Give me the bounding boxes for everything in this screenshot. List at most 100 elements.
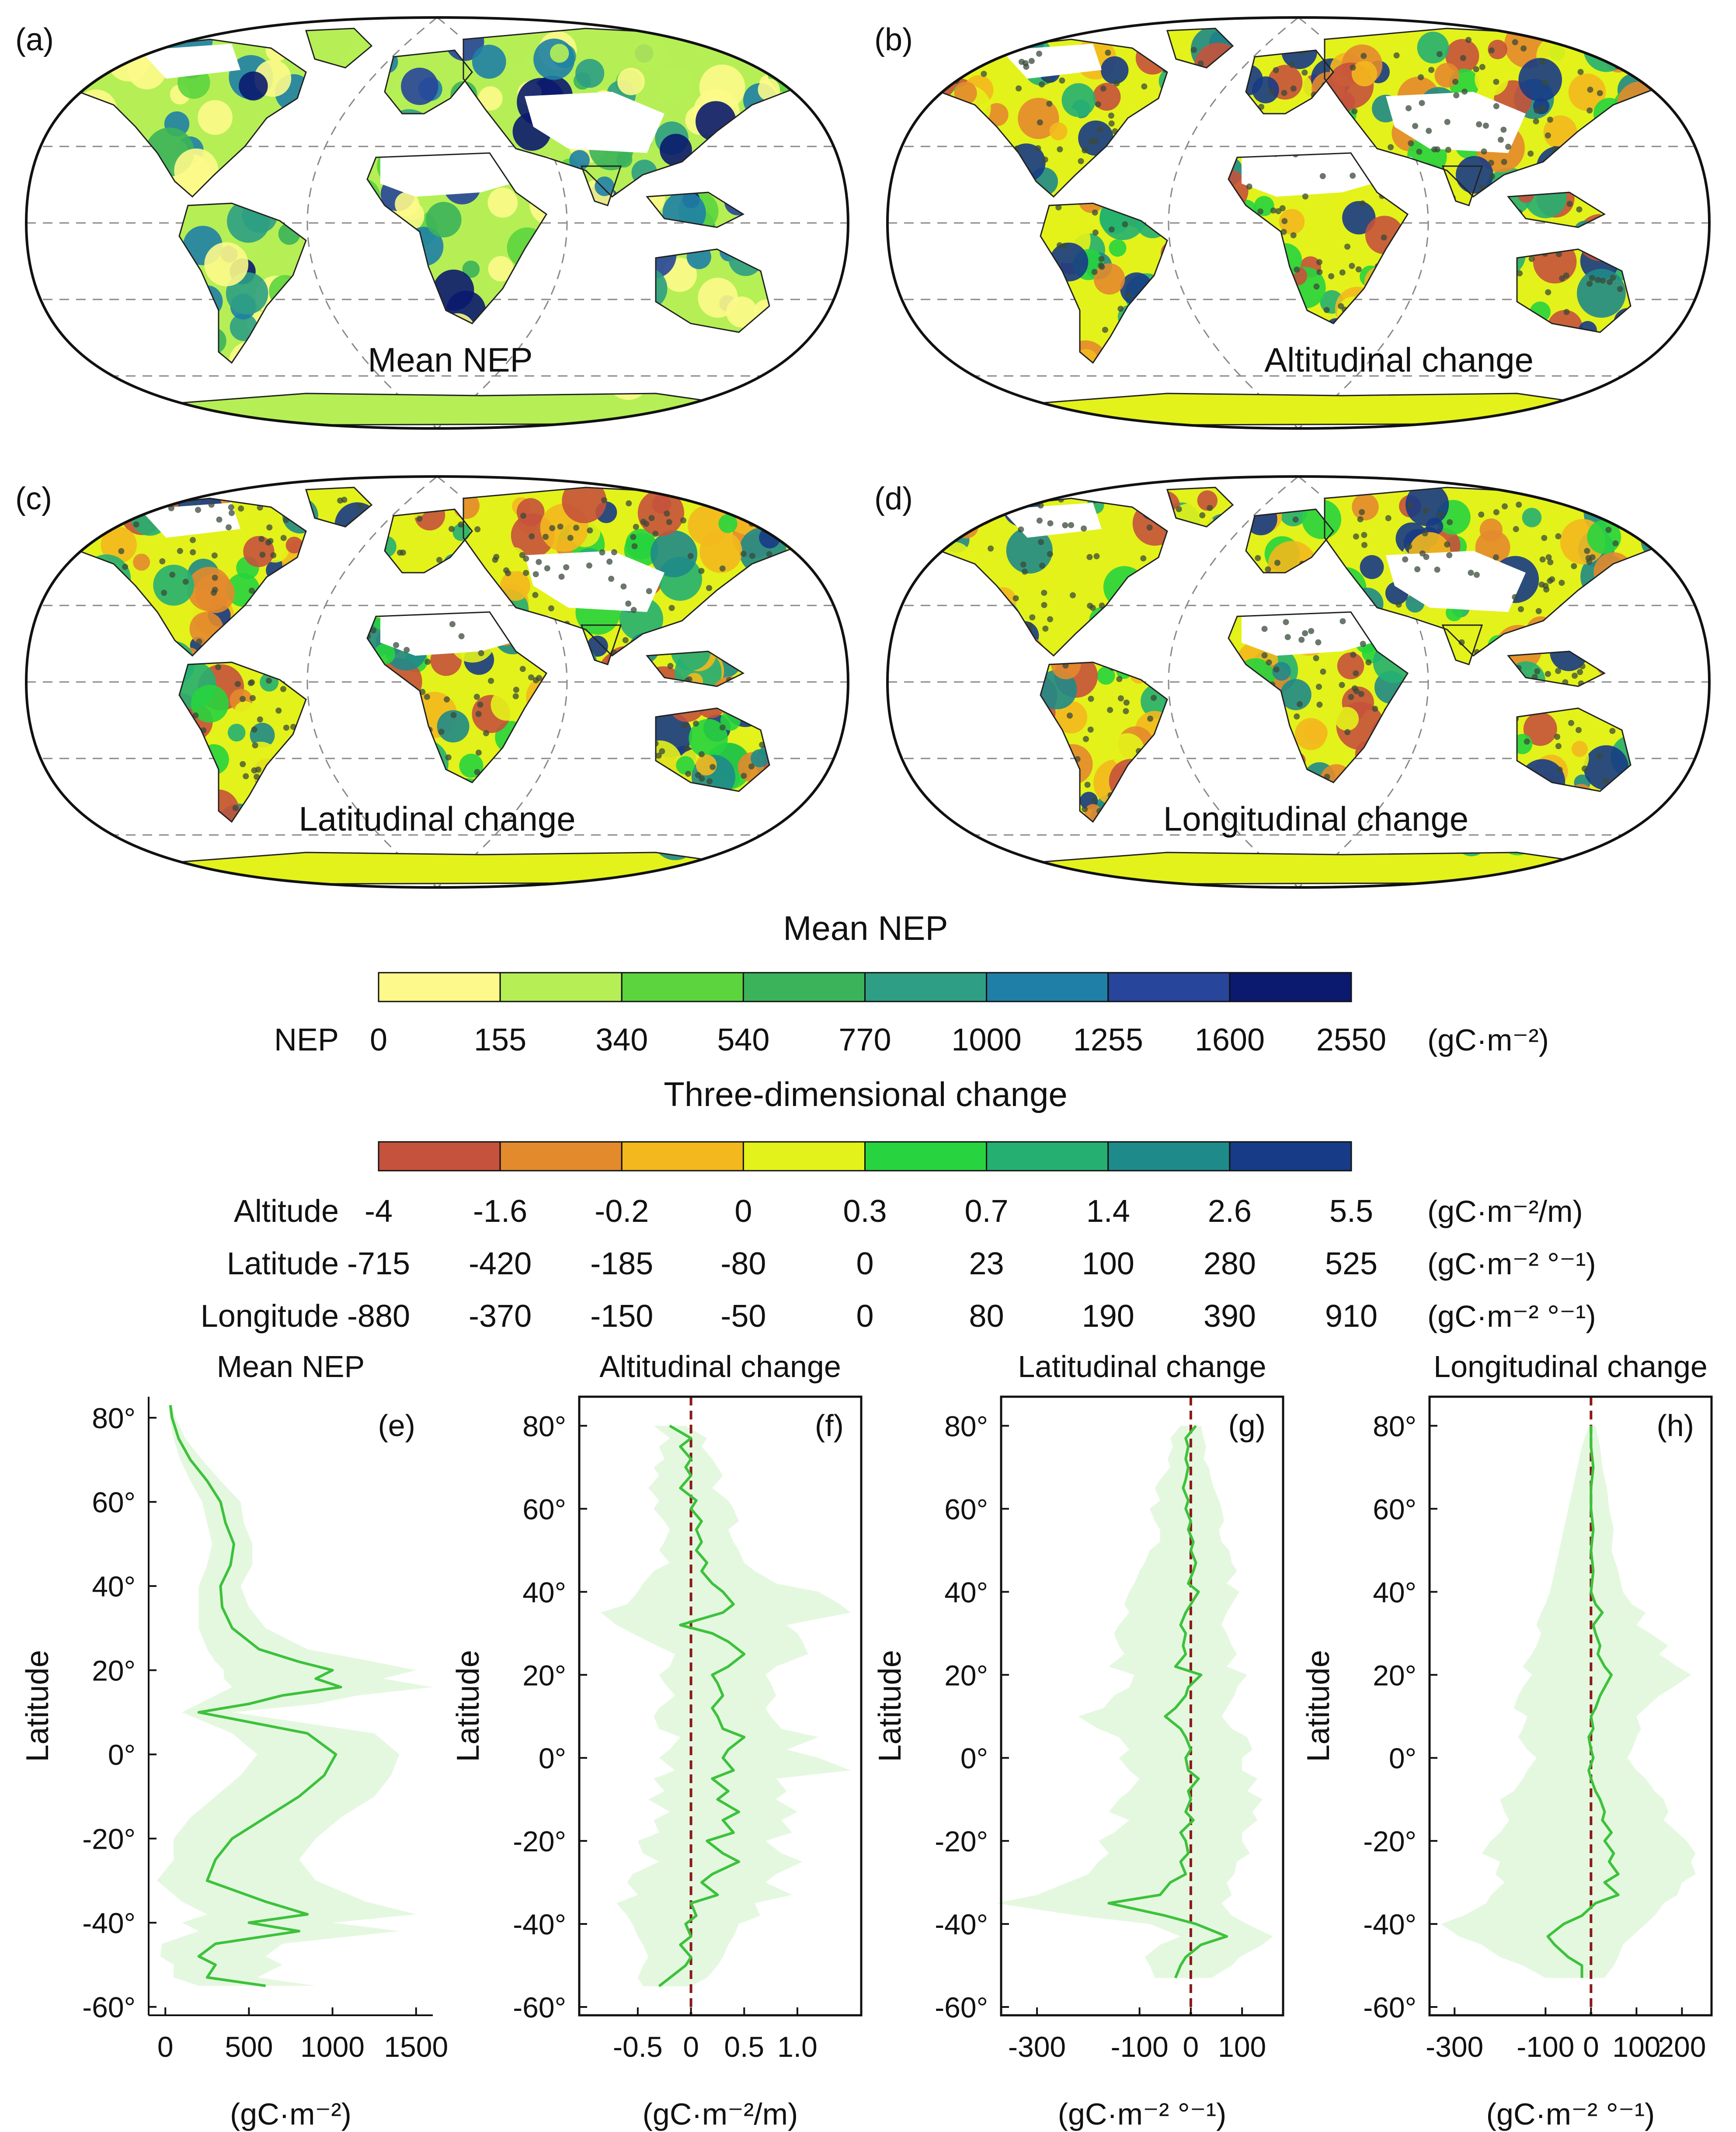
x-axis-label: (gC·m⁻² °⁻¹) — [1486, 2097, 1655, 2131]
significance-dot — [90, 525, 96, 531]
y-tick-label: 60° — [522, 1493, 566, 1525]
significance-dot — [1176, 506, 1182, 512]
x-tick-label: 100 — [1218, 2031, 1266, 2063]
map-pixel — [676, 756, 695, 775]
map-pixel — [1456, 156, 1493, 194]
coastline-europe — [1245, 49, 1334, 115]
map-pixel — [1588, 28, 1615, 56]
significance-dot — [1349, 263, 1355, 269]
significance-dot — [267, 538, 274, 544]
map-pixel — [1583, 28, 1629, 72]
coastline-south-america — [1040, 661, 1168, 823]
y-tick-label: 40° — [944, 1576, 988, 1608]
significance-dot — [1068, 522, 1075, 529]
coastline-south-america — [178, 661, 307, 823]
significance-dot — [1407, 502, 1413, 508]
y-tick-label: 80° — [1373, 1410, 1416, 1442]
significance-dot — [1579, 663, 1586, 670]
significance-dot — [1447, 519, 1453, 525]
map-pixel — [285, 536, 303, 554]
significance-dot — [234, 681, 241, 687]
map-pixel — [1522, 508, 1542, 528]
significance-dot — [626, 500, 632, 507]
significance-dot — [1458, 639, 1465, 646]
coastline-greenland — [1166, 28, 1234, 69]
legend-row-unit: (gC·m⁻² °⁻¹) — [1427, 1247, 1596, 1281]
significance-dot — [620, 583, 627, 590]
significance-dot — [1255, 555, 1261, 561]
map-pixel — [1568, 73, 1606, 111]
legend-tick-label: 525 — [1325, 1246, 1378, 1281]
legend-row-label: Latitude — [227, 1246, 339, 1281]
significance-dot — [1023, 63, 1030, 70]
significance-dot — [280, 686, 286, 692]
significance-dot — [1284, 634, 1291, 640]
significance-dot — [655, 752, 662, 759]
significance-dot — [513, 686, 519, 693]
significance-dot — [1350, 64, 1356, 71]
no-data-sahara — [380, 612, 511, 656]
significance-dot — [1320, 668, 1326, 675]
significance-dot — [1659, 530, 1665, 536]
coastline-africa — [1228, 152, 1409, 324]
significance-dot — [648, 515, 655, 521]
significance-dot — [947, 47, 954, 53]
nep-row-label: NEP — [274, 1023, 339, 1057]
significance-dot — [1091, 797, 1098, 803]
map-pixel — [952, 50, 979, 77]
significance-dot — [1488, 160, 1494, 166]
significance-dot — [1275, 208, 1282, 215]
significance-dot — [1022, 568, 1028, 575]
significance-dot — [266, 524, 273, 531]
significance-dot — [1207, 505, 1213, 511]
significance-dot — [1057, 146, 1063, 153]
colorbar-segment — [864, 972, 988, 1002]
y-tick-label: 0° — [960, 1742, 988, 1774]
map-pixel — [1197, 490, 1218, 511]
coastline-europe — [1245, 508, 1334, 574]
chart-panel-label: (h) — [1656, 1409, 1694, 1443]
significance-dot — [1416, 149, 1423, 155]
y-tick-label: 80° — [944, 1410, 988, 1442]
significance-dot — [793, 524, 800, 531]
significance-dot — [474, 526, 481, 532]
significance-dot — [1636, 50, 1643, 56]
significance-dot — [1408, 140, 1414, 146]
significance-dot — [512, 693, 519, 699]
significance-dot — [1084, 782, 1091, 788]
map-pixel — [133, 553, 150, 571]
colorbar-segment — [499, 972, 623, 1002]
legend-tick-label: 23 — [969, 1246, 1004, 1281]
y-tick-label: 40° — [1373, 1576, 1416, 1608]
significance-dot — [1012, 595, 1019, 602]
map-pixel — [1096, 666, 1115, 685]
map-pixel — [569, 150, 590, 170]
map-pixel — [1279, 209, 1305, 235]
significance-dot — [573, 525, 579, 531]
significance-dot — [1539, 59, 1546, 65]
map-panel-label: (a) — [15, 22, 54, 57]
significance-dot — [1610, 275, 1616, 281]
significance-dot — [1047, 520, 1054, 527]
colorbar-segment — [499, 1141, 623, 1172]
significance-dot — [685, 771, 692, 777]
map-pixel — [239, 71, 268, 101]
significance-dot — [1642, 510, 1648, 516]
significance-dot — [424, 658, 431, 665]
significance-dot — [549, 525, 556, 532]
meridian-line — [306, 17, 438, 428]
significance-dot — [1488, 47, 1495, 54]
significance-dot — [168, 505, 174, 511]
significance-dot — [1047, 616, 1053, 623]
significance-dot — [1436, 51, 1443, 57]
y-tick-label: -20° — [935, 1825, 988, 1857]
legend-tick-label: 190 — [1082, 1299, 1134, 1334]
significance-dot — [1070, 592, 1076, 598]
legend-row-altitude: Altitude -4 -1.6 -0.2 0 0.3 0.7 1.4 2.6 5.5 (gC·… — [234, 1194, 1583, 1229]
significance-dot — [749, 553, 755, 559]
significance-dot — [981, 71, 987, 77]
significance-dot — [625, 600, 632, 607]
map-pixel — [500, 570, 531, 601]
map-pixel — [191, 685, 229, 723]
map-pixel — [1656, 64, 1670, 89]
